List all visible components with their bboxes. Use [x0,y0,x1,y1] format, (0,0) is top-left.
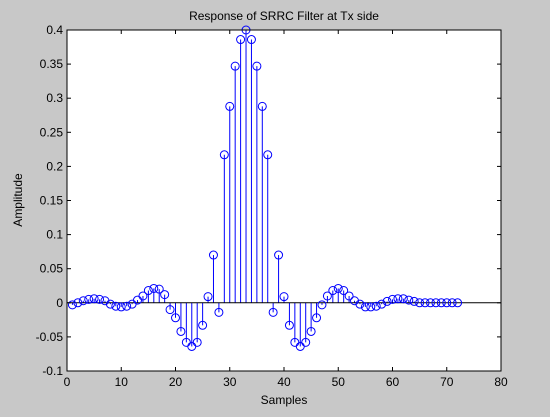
stem-marker [84,294,94,304]
stem-marker [301,337,311,347]
stem-marker [355,299,365,309]
stem-marker [171,313,180,323]
stem-marker [284,320,294,330]
stem-lines [71,30,415,347]
stem-marker [236,35,246,45]
y-axis-title: Amplitude [11,173,25,227]
x-tick-label: 30 [223,375,237,389]
stem-marker [198,320,208,330]
y-tick-label: 0.2 [46,159,63,173]
x-tick-label: 20 [169,375,183,389]
y-tick-label: 0.05 [40,262,64,276]
stem-marker [73,298,83,308]
stem-marker [122,301,132,311]
y-tick-label: 0.25 [40,125,64,139]
stem-marker [404,295,414,305]
stem-marker [89,294,99,304]
stem-marker [371,301,381,311]
y-tick-label: -0.05 [36,330,64,344]
stem-marker [317,300,327,310]
x-axis-ticks: 0 10 20 30 40 50 60 70 80 [64,30,508,389]
stem-marker [67,300,77,310]
stem-marker [111,301,121,311]
y-tick-label: 0 [56,296,63,310]
stem-marker [274,250,284,260]
y-tick-label: -0.1 [42,364,63,378]
stem-marker [409,296,419,306]
stem-marker [333,283,343,293]
stem-marker [453,298,463,308]
axes-background [67,30,501,371]
stem-marker [252,61,262,71]
x-tick-label: 80 [494,375,508,389]
stem-marker [95,294,105,304]
stem-marker [246,35,256,45]
x-tick-label: 60 [386,375,400,389]
y-tick-label: 0.4 [46,23,63,37]
stem-marker [263,150,273,160]
stem-marker [322,291,332,301]
stem-marker [154,284,164,294]
stem-marker [431,298,441,308]
stem-marker [268,307,278,317]
stem-marker [105,299,115,309]
stem-marker [78,296,88,306]
stem-marker [279,292,289,302]
stem-marker [230,61,240,71]
x-tick-label: 50 [332,375,346,389]
stem-marker [176,326,186,336]
y-tick-label: 0.1 [46,228,63,242]
y-tick-label: 0.3 [46,91,63,105]
stem-marker [138,291,148,301]
y-tick-label: 0.15 [40,194,64,208]
stem-marker [160,290,170,300]
stem-marker [149,283,159,293]
stem-marker [225,101,235,111]
stem-marker [366,302,376,312]
stem-marker [382,296,392,306]
stem-marker [306,326,316,336]
stem-marker [436,298,446,308]
stem-marker [208,250,218,260]
stem-marker [328,286,338,296]
stem-marker [214,307,224,317]
stem-marker [377,299,387,309]
stem-marker [388,294,397,304]
stem-marker [143,286,153,296]
stem-marker [415,298,425,308]
y-axis-ticks: -0.1 -0.05 0 0.05 0.1 0.15 0.2 0.25 0.3 0.35 0.4 [36,23,501,378]
chart-title: Response of SRRC Filter at Tx side [189,9,379,23]
x-tick-label: 70 [440,375,454,389]
stem-marker [420,298,430,308]
stem-marker [165,305,175,315]
stem-marker [425,298,435,308]
x-tick-label: 10 [115,375,129,389]
stem-marker [203,292,213,302]
stem-marker [312,313,322,323]
stem-marker [447,298,457,308]
stem-marker [442,298,452,308]
stem-markers [67,25,463,351]
stem-marker [116,302,126,312]
stem-marker [339,286,349,296]
stem-marker [192,337,202,347]
stem-marker [360,302,370,312]
stem-marker [344,291,354,301]
x-tick-label: 40 [277,375,291,389]
x-axis-title: Samples [261,393,308,407]
stem-marker [393,294,403,304]
y-tick-label: 0.35 [40,57,64,71]
stem-marker [398,294,408,304]
stem-marker [257,101,267,111]
x-tick-label: 0 [64,375,71,389]
stem-marker [219,150,229,160]
